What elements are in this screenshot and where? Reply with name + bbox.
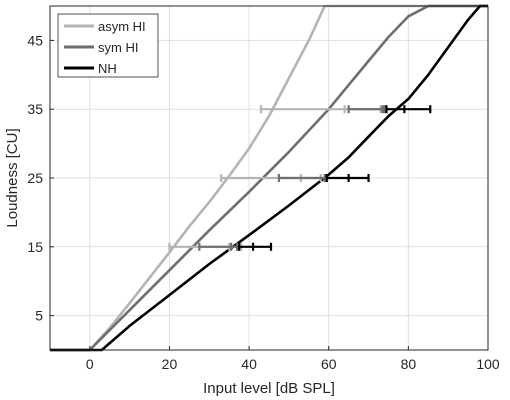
legend-label-sym-hi: sym HI: [98, 40, 138, 55]
y-tick-label: 15: [27, 239, 43, 255]
x-tick-label: 100: [476, 356, 500, 372]
errorbar-sym-hi: [347, 105, 386, 114]
x-axis-label: Input level [dB SPL]: [203, 380, 335, 397]
legend-label-asym-hi: asym HI: [98, 19, 146, 34]
y-tick-label: 25: [27, 170, 43, 186]
y-axis-label: Loudness [CU]: [4, 128, 21, 227]
y-ticks: 5 15 25 35 45: [27, 32, 54, 324]
errorbars: [168, 105, 432, 251]
x-tick-label: 40: [241, 356, 257, 372]
errorbar-sym-hi: [198, 242, 239, 251]
legend-label-nh: NH: [98, 61, 117, 76]
series-line-nh: [50, 4, 488, 352]
x-ticks: 0 20 40 60 80 100: [86, 346, 500, 372]
series-line-asym-hi: [50, 4, 488, 352]
errorbar-nh: [385, 105, 432, 114]
x-tick-label: 60: [321, 356, 337, 372]
y-tick-label: 45: [27, 32, 43, 48]
errorbar-nh: [325, 174, 370, 182]
y-tick-label: 5: [35, 308, 43, 324]
y-tick-label: 35: [27, 101, 43, 117]
x-tick-label: 20: [162, 356, 178, 372]
errorbar-nh: [238, 242, 273, 251]
legend: asym HI sym HI NH: [57, 13, 159, 78]
x-tick-label: 80: [401, 356, 417, 372]
x-tick-label: 0: [86, 356, 94, 372]
